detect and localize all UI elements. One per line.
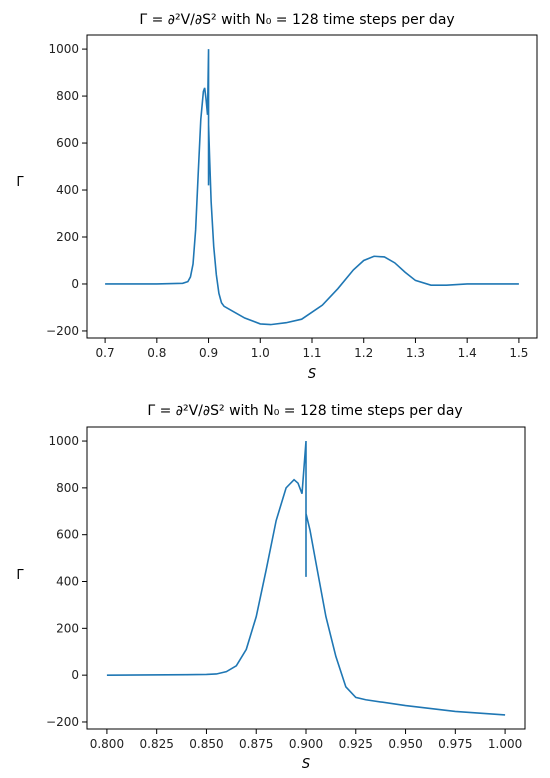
plot-area-frame	[86, 34, 538, 339]
x-tick-label: 1.000	[488, 737, 522, 751]
y-tick-label: 800	[56, 89, 79, 103]
x-ticks: 0.7 0.8 0.9 1.0 1.1 1.2 1.3 1.4 1.5	[96, 338, 528, 360]
x-axis-label: S	[302, 757, 310, 772]
x-ticks: 0.800 0.825 0.850 0.875 0.900 0.925 0.950 0.975…	[90, 729, 522, 751]
x-tick-label: 0.7	[96, 346, 115, 360]
series-line	[106, 440, 506, 716]
x-tick-label: 0.925	[339, 737, 373, 751]
y-axis-label: Γ	[16, 568, 24, 583]
x-tick-label: 1.1	[302, 346, 321, 360]
x-tick-label: 0.9	[199, 346, 218, 360]
x-tick-label: 0.950	[388, 737, 422, 751]
x-tick-label: 0.850	[189, 737, 223, 751]
x-axis-label: S	[308, 367, 316, 382]
y-tick-label: 1000	[48, 434, 79, 448]
y-tick-label: −200	[46, 715, 79, 729]
y-tick-label: 0	[71, 668, 79, 682]
y-tick-label: −200	[46, 324, 79, 338]
y-tick-label: 200	[56, 621, 79, 635]
x-tick-label: 0.900	[289, 737, 323, 751]
x-tick-label: 1.2	[354, 346, 373, 360]
y-tick-label: 600	[56, 528, 79, 542]
y-tick-label: 200	[56, 230, 79, 244]
y-tick-label: 400	[56, 575, 79, 589]
chart-top-svg: Γ = ∂²V/∂S² with N₀ = 128 time steps per…	[16, 12, 538, 382]
x-tick-label: 1.5	[509, 346, 528, 360]
x-tick-label: 0.975	[438, 737, 472, 751]
x-tick-label: 1.0	[251, 346, 270, 360]
y-tick-label: 1000	[48, 42, 79, 56]
chart-title: Γ = ∂²V/∂S² with N₀ = 128 time steps per…	[139, 12, 454, 28]
y-tick-label: 0	[71, 277, 79, 291]
series-line	[105, 49, 519, 326]
x-tick-label: 0.875	[239, 737, 273, 751]
x-tick-label: 0.825	[140, 737, 174, 751]
chart-title: Γ = ∂²V/∂S² with N₀ = 128 time steps per…	[147, 403, 462, 419]
y-axis-label: Γ	[16, 175, 24, 190]
y-tick-label: 600	[56, 136, 79, 150]
x-tick-label: 1.4	[458, 346, 477, 360]
x-tick-label: 1.3	[406, 346, 425, 360]
x-tick-label: 0.800	[90, 737, 124, 751]
y-tick-label: 400	[56, 183, 79, 197]
x-tick-label: 0.8	[147, 346, 166, 360]
y-ticks: −200 0 200 400 600 800 1000	[46, 42, 87, 338]
chart-bottom-svg: Γ = ∂²V/∂S² with N₀ = 128 time steps per…	[16, 403, 526, 772]
chart-bottom: Γ = ∂²V/∂S² with N₀ = 128 time steps per…	[0, 389, 550, 778]
chart-top: Γ = ∂²V/∂S² with N₀ = 128 time steps per…	[16, 12, 538, 382]
y-tick-label: 800	[56, 481, 79, 495]
y-ticks: −200 0 200 400 600 800 1000	[46, 434, 87, 729]
